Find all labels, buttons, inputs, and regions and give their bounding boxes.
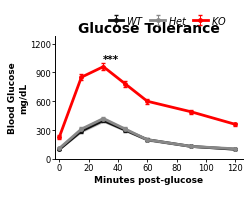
Legend: $\it{WT}$, $\it{Het}$, $\it{KO}$: $\it{WT}$, $\it{Het}$, $\it{KO}$ <box>109 15 226 27</box>
Title: Glucose Tolerance: Glucose Tolerance <box>78 22 220 35</box>
Y-axis label: Blood Glucose
mg/dL: Blood Glucose mg/dL <box>8 62 28 134</box>
X-axis label: Minutes post-glucose: Minutes post-glucose <box>94 175 203 184</box>
Text: ***: *** <box>102 54 119 64</box>
